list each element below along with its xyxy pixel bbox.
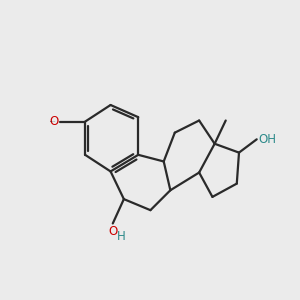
Text: methoxy: methoxy bbox=[50, 121, 56, 122]
Text: H: H bbox=[117, 230, 126, 243]
Text: OH: OH bbox=[259, 133, 277, 146]
Text: O: O bbox=[108, 225, 117, 238]
Text: O: O bbox=[49, 115, 58, 128]
